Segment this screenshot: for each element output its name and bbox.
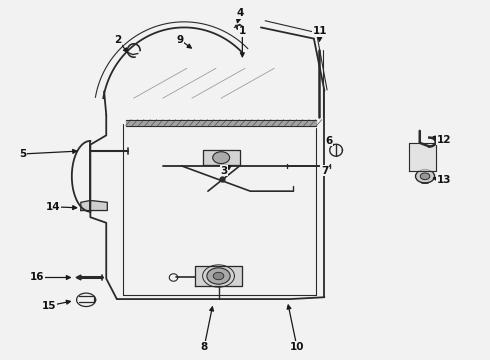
- Circle shape: [213, 272, 224, 280]
- Circle shape: [213, 152, 230, 164]
- Text: 4: 4: [236, 8, 244, 18]
- Text: 5: 5: [19, 149, 26, 159]
- Text: 8: 8: [200, 342, 208, 352]
- Text: 10: 10: [290, 342, 304, 352]
- Polygon shape: [195, 266, 243, 286]
- Text: 3: 3: [220, 166, 227, 176]
- Polygon shape: [203, 150, 240, 165]
- Text: 1: 1: [239, 26, 246, 36]
- Circle shape: [420, 173, 430, 180]
- Polygon shape: [81, 201, 107, 211]
- Text: 11: 11: [313, 26, 327, 36]
- Text: 13: 13: [437, 175, 451, 185]
- Text: 7: 7: [321, 166, 328, 176]
- Text: 14: 14: [46, 202, 61, 212]
- Text: 2: 2: [114, 36, 122, 45]
- Polygon shape: [409, 143, 436, 171]
- Text: 15: 15: [42, 301, 56, 311]
- Text: 12: 12: [437, 135, 451, 145]
- Text: 9: 9: [177, 35, 184, 45]
- Text: 16: 16: [30, 273, 45, 283]
- Text: 6: 6: [325, 136, 332, 146]
- Circle shape: [416, 170, 435, 183]
- Circle shape: [207, 268, 230, 284]
